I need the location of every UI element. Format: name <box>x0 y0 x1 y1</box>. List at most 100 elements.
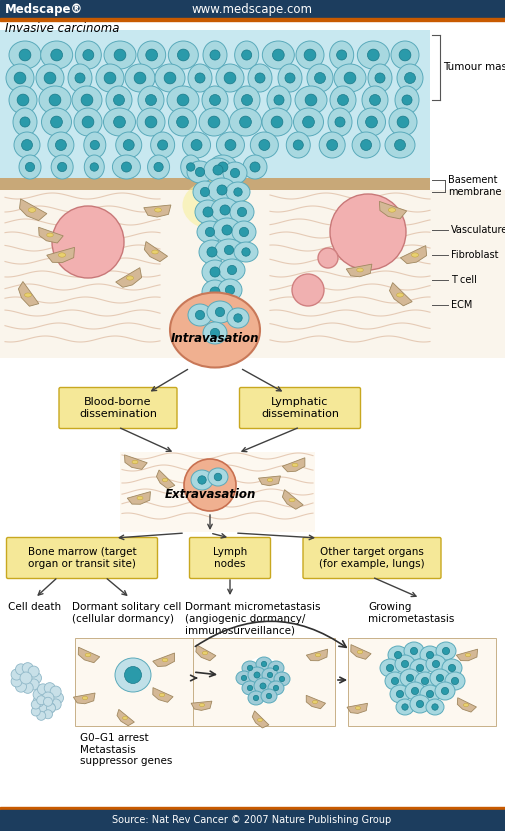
Bar <box>0 807 505 810</box>
Circle shape <box>254 672 260 678</box>
Ellipse shape <box>207 301 233 323</box>
Polygon shape <box>153 653 175 666</box>
Circle shape <box>16 681 26 692</box>
Ellipse shape <box>368 64 392 92</box>
Circle shape <box>49 94 61 106</box>
Ellipse shape <box>248 667 266 683</box>
Ellipse shape <box>9 41 41 69</box>
Circle shape <box>337 95 348 106</box>
Circle shape <box>75 73 85 83</box>
Ellipse shape <box>217 132 244 158</box>
Ellipse shape <box>162 658 168 661</box>
Circle shape <box>399 49 411 61</box>
Ellipse shape <box>315 653 321 656</box>
Text: Dormant solitary cell
(cellular dormancy): Dormant solitary cell (cellular dormancy… <box>72 602 181 623</box>
Circle shape <box>11 669 22 680</box>
Circle shape <box>370 95 380 106</box>
Ellipse shape <box>199 108 229 136</box>
Ellipse shape <box>199 240 225 264</box>
Circle shape <box>421 677 429 685</box>
Bar <box>0 0 505 18</box>
Circle shape <box>407 675 414 681</box>
Circle shape <box>14 72 26 84</box>
Circle shape <box>394 140 406 150</box>
Polygon shape <box>191 701 212 711</box>
Text: Basement
membrane: Basement membrane <box>448 175 501 197</box>
Bar <box>120 452 315 532</box>
Ellipse shape <box>68 64 92 92</box>
Circle shape <box>90 163 98 171</box>
Text: Vasculature: Vasculature <box>451 225 505 235</box>
Ellipse shape <box>256 657 272 671</box>
Ellipse shape <box>400 669 420 687</box>
Circle shape <box>394 652 401 659</box>
Ellipse shape <box>82 696 88 700</box>
Polygon shape <box>117 710 134 725</box>
Circle shape <box>271 116 283 128</box>
Circle shape <box>81 94 93 106</box>
Circle shape <box>401 661 409 667</box>
FancyBboxPatch shape <box>189 538 271 578</box>
Ellipse shape <box>213 218 241 242</box>
Ellipse shape <box>25 293 31 297</box>
Circle shape <box>405 72 416 83</box>
Circle shape <box>37 711 46 720</box>
Ellipse shape <box>104 41 136 69</box>
Circle shape <box>177 49 189 61</box>
Ellipse shape <box>242 681 258 695</box>
Ellipse shape <box>234 86 260 114</box>
Circle shape <box>210 50 220 60</box>
Bar <box>0 810 505 831</box>
Polygon shape <box>389 283 412 306</box>
Circle shape <box>214 473 222 481</box>
Circle shape <box>241 50 251 60</box>
Circle shape <box>234 188 242 196</box>
Circle shape <box>20 672 32 684</box>
Ellipse shape <box>203 41 227 69</box>
Circle shape <box>195 167 205 177</box>
Ellipse shape <box>395 655 415 673</box>
Ellipse shape <box>169 108 196 136</box>
Ellipse shape <box>330 41 353 69</box>
Circle shape <box>368 49 379 61</box>
Ellipse shape <box>182 132 211 158</box>
Ellipse shape <box>202 260 228 284</box>
Polygon shape <box>127 492 150 504</box>
Circle shape <box>375 73 385 83</box>
Circle shape <box>361 140 372 150</box>
Ellipse shape <box>159 693 165 696</box>
Circle shape <box>43 710 53 719</box>
Polygon shape <box>259 476 280 485</box>
Circle shape <box>327 140 338 150</box>
Ellipse shape <box>211 198 239 222</box>
Ellipse shape <box>250 132 278 158</box>
Ellipse shape <box>278 64 302 92</box>
Ellipse shape <box>188 304 212 326</box>
Ellipse shape <box>96 64 124 92</box>
Circle shape <box>208 116 220 128</box>
Ellipse shape <box>170 293 260 367</box>
Circle shape <box>432 661 439 667</box>
Polygon shape <box>153 687 173 702</box>
Circle shape <box>273 666 279 671</box>
Ellipse shape <box>404 642 424 660</box>
Ellipse shape <box>191 470 213 490</box>
Bar <box>193 638 335 726</box>
Circle shape <box>304 49 316 61</box>
Circle shape <box>177 116 188 128</box>
Circle shape <box>402 95 412 105</box>
Circle shape <box>215 307 225 317</box>
Ellipse shape <box>14 132 40 158</box>
Circle shape <box>451 677 459 685</box>
Circle shape <box>37 701 48 712</box>
Ellipse shape <box>334 64 366 92</box>
Circle shape <box>225 285 235 295</box>
Ellipse shape <box>216 64 244 92</box>
Circle shape <box>50 116 63 128</box>
Ellipse shape <box>430 669 450 687</box>
Ellipse shape <box>59 253 66 257</box>
Circle shape <box>224 245 234 254</box>
Ellipse shape <box>352 132 380 158</box>
Circle shape <box>58 162 67 172</box>
Ellipse shape <box>435 682 455 700</box>
